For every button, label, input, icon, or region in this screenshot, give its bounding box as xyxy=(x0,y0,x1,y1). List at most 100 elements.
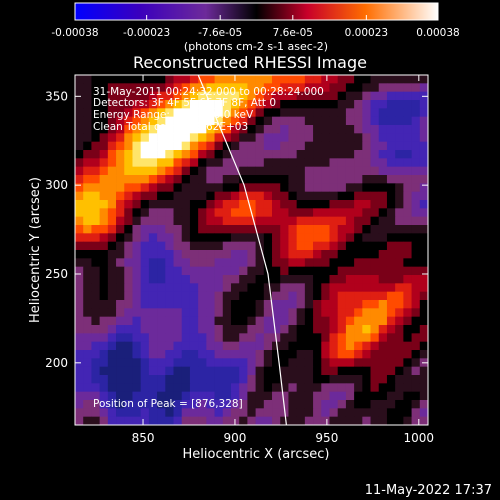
heatmap-cell xyxy=(222,325,232,334)
heatmap-cell xyxy=(181,125,191,134)
heatmap-cell xyxy=(272,258,281,268)
heatmap-cell xyxy=(296,141,306,151)
heatmap-cell xyxy=(288,283,297,293)
heatmap-cell xyxy=(75,400,84,409)
heatmap-cell xyxy=(345,183,355,193)
colorbar-tick-label: 0.00038 xyxy=(416,27,459,39)
heatmap-cell xyxy=(378,308,388,318)
heatmap-cell xyxy=(75,325,84,334)
heatmap-cell xyxy=(411,75,421,84)
heatmap-cell xyxy=(140,125,150,134)
heatmap-cell xyxy=(419,366,428,376)
heatmap-cell xyxy=(255,283,265,293)
heatmap-cell xyxy=(362,308,371,318)
heatmap-cell xyxy=(296,350,306,359)
heatmap-cell xyxy=(263,358,273,368)
heatmap-cell xyxy=(345,333,355,343)
heatmap-cell xyxy=(337,400,347,409)
heatmap-cell xyxy=(206,166,215,176)
heatmap-cell xyxy=(189,183,199,193)
heatmap-cell xyxy=(345,375,355,384)
heatmap-cell xyxy=(329,208,339,218)
heatmap-cell xyxy=(206,283,215,293)
heatmap-cell xyxy=(99,308,109,318)
heatmap-cell xyxy=(288,108,297,118)
heatmap-cell xyxy=(288,141,297,151)
heatmap-cell xyxy=(157,200,166,209)
heatmap-cell xyxy=(140,175,150,184)
heatmap-cell xyxy=(75,333,84,343)
heatmap-cell xyxy=(140,316,150,326)
heatmap-cell xyxy=(99,75,109,84)
heatmap-cell xyxy=(75,408,84,418)
heatmap-cell xyxy=(206,125,215,134)
heatmap-cell xyxy=(206,258,215,268)
heatmap-cell xyxy=(337,233,347,243)
heatmap-cell xyxy=(403,400,412,409)
heatmap-cell xyxy=(173,108,183,118)
heatmap-cell xyxy=(280,350,289,359)
heatmap-cell xyxy=(403,366,412,376)
heatmap-cell xyxy=(91,333,100,343)
heatmap-cell xyxy=(214,216,224,226)
heatmap-cell xyxy=(230,141,240,151)
heatmap-cell xyxy=(370,250,380,259)
heatmap-cell xyxy=(132,208,142,218)
heatmap-cell xyxy=(255,416,265,425)
heatmap-cell xyxy=(83,100,92,109)
heatmap-cell xyxy=(75,275,84,284)
heatmap-cell xyxy=(116,375,125,384)
heatmap-cell xyxy=(378,83,388,93)
heatmap-cell xyxy=(345,158,355,168)
heatmap-cell xyxy=(313,266,322,276)
heatmap-cell xyxy=(198,325,207,334)
heatmap-cell xyxy=(148,116,158,126)
heatmap-cell xyxy=(255,333,265,343)
heatmap-cell xyxy=(189,133,199,143)
heatmap-cell xyxy=(206,391,215,401)
heatmap-cell xyxy=(222,91,232,101)
heatmap-cell xyxy=(124,216,133,226)
heatmap-cell xyxy=(239,191,248,201)
heatmap-cell xyxy=(370,208,380,218)
heatmap-cell xyxy=(288,100,297,109)
heatmap-cell xyxy=(75,116,84,126)
heatmap-cell xyxy=(165,91,174,101)
heatmap-cell xyxy=(247,291,256,301)
heatmap-cell xyxy=(107,108,117,118)
heatmap-cell xyxy=(395,141,404,151)
heatmap-cell xyxy=(107,208,117,218)
heatmap-cell xyxy=(313,275,322,284)
heatmap-cell xyxy=(288,166,297,176)
heatmap-cell xyxy=(107,100,117,109)
heatmap-cell xyxy=(337,183,347,193)
heatmap-cell xyxy=(214,83,224,93)
heatmap-cell xyxy=(255,175,265,184)
heatmap-cell xyxy=(313,416,322,425)
heatmap-cell xyxy=(222,375,232,384)
heatmap-cell xyxy=(378,91,388,101)
heatmap-cell xyxy=(370,233,380,243)
heatmap-cell xyxy=(214,125,224,134)
heatmap-cell xyxy=(354,91,363,101)
heatmap-cell xyxy=(83,125,92,134)
heatmap-cell xyxy=(157,291,166,301)
heatmap-cell xyxy=(329,183,339,193)
heatmap-cell xyxy=(181,158,191,168)
heatmap-cell xyxy=(304,75,314,84)
heatmap-cell xyxy=(181,191,191,201)
heatmap-cell xyxy=(230,183,240,193)
heatmap-cell xyxy=(173,166,183,176)
heatmap-cell xyxy=(148,183,158,193)
heatmap-cell xyxy=(304,291,314,301)
heatmap-cell xyxy=(124,108,133,118)
heatmap-cell xyxy=(116,150,125,159)
heatmap-cell xyxy=(124,408,133,418)
heatmap-cell xyxy=(263,233,273,243)
heatmap-cell xyxy=(157,408,166,418)
heatmap-cell xyxy=(329,358,339,368)
heatmap-cell xyxy=(411,116,421,126)
heatmap-cell xyxy=(214,341,224,351)
heatmap-cell xyxy=(370,75,380,84)
heatmap-cell xyxy=(313,233,322,243)
